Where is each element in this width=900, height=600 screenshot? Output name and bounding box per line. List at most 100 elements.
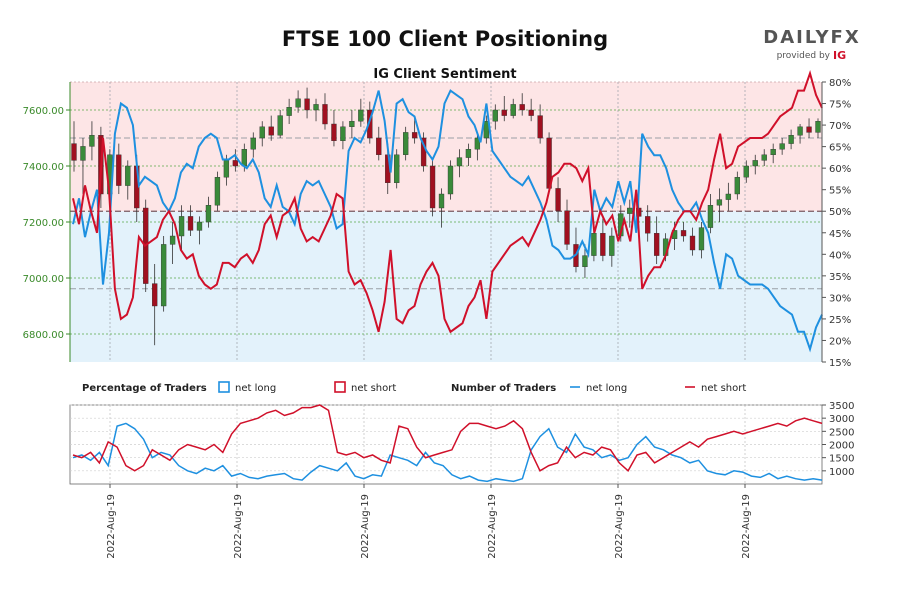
brand-ig: IG — [833, 49, 846, 62]
candle-body — [707, 204, 714, 228]
candle-body — [403, 132, 409, 155]
candle-body — [187, 216, 194, 231]
candle-body — [501, 109, 507, 116]
pct-tick-label: 15% — [829, 358, 851, 369]
candle-body — [698, 227, 705, 251]
price-tick-label: 6800.00 — [23, 330, 64, 341]
price-tick-label: 7200.00 — [23, 218, 64, 229]
legend-num-heading: Number of Traders — [451, 383, 556, 394]
candle-body — [295, 98, 301, 108]
candle-body — [815, 120, 821, 133]
pct-tick-label: 50% — [829, 207, 851, 218]
pct-tick-label: 35% — [829, 272, 851, 283]
x-tick-label: 2022-Aug-19 — [360, 494, 371, 559]
candle-body — [555, 188, 561, 211]
candle-body — [743, 165, 749, 178]
candle-body — [456, 157, 463, 167]
candle-body — [716, 199, 723, 206]
candle-body — [519, 104, 525, 111]
candle-body — [680, 230, 687, 237]
pct-tick-label: 30% — [829, 293, 851, 304]
traders-tick-label: 3000 — [829, 414, 854, 425]
price-tick-label: 7400.00 — [23, 162, 64, 173]
pct-net-long-line — [72, 89, 823, 353]
candle-body — [214, 176, 221, 206]
net-long-zone — [70, 211, 822, 362]
pct-tick-label: 80% — [829, 78, 851, 89]
candle-body — [331, 123, 337, 141]
candle-body — [438, 193, 445, 209]
candle-body — [349, 120, 355, 127]
brand-main: DAILYFX — [763, 27, 860, 48]
candle-body — [474, 137, 481, 150]
candle-body — [304, 98, 310, 111]
chart-subtitle: IG Client Sentiment — [373, 67, 516, 82]
candle-body — [313, 104, 319, 111]
candle-body — [725, 193, 732, 200]
candle-body — [358, 109, 364, 122]
candle-body — [277, 115, 283, 136]
x-tick-label: 2022-Aug-19 — [741, 494, 752, 559]
candle-body — [645, 216, 651, 234]
legend-pct-short: net short — [351, 383, 396, 394]
candle-body — [761, 154, 767, 161]
candle-body — [564, 210, 570, 245]
pct-tick-label: 65% — [829, 143, 851, 154]
price-tick-label: 7000.00 — [23, 274, 64, 285]
price-tick-label: 7600.00 — [23, 106, 64, 117]
candle-body — [71, 143, 77, 161]
candle-body — [241, 148, 247, 167]
legend-num-short: net short — [701, 383, 746, 394]
legend: Percentage of Traders net long net short… — [82, 381, 746, 394]
legend-pct-long: net long — [235, 383, 276, 394]
candle-body — [205, 204, 212, 223]
candle-body — [806, 126, 812, 133]
pct-tick-label: 60% — [829, 164, 851, 175]
candle-body — [376, 137, 382, 155]
traders-tick-label: 1000 — [829, 467, 854, 478]
x-tick-label: 2022-Aug-19 — [487, 494, 498, 559]
candle-body — [89, 134, 95, 147]
candle-body — [591, 232, 597, 256]
candle-body — [160, 244, 167, 307]
traders-tick-label: 1500 — [829, 454, 854, 465]
pct-tick-label: 20% — [829, 336, 851, 347]
candle-body — [178, 216, 185, 237]
net-short-zone — [70, 82, 822, 212]
traders-tick-label: 2000 — [829, 441, 854, 452]
candle-body — [152, 283, 158, 307]
candle-body — [429, 165, 436, 209]
candle-body — [734, 176, 740, 195]
candle-body — [125, 165, 131, 186]
candle-body — [537, 115, 543, 139]
candle-body — [80, 146, 86, 161]
candle-body — [627, 207, 633, 214]
pct-tick-label: 40% — [829, 250, 851, 261]
candle-body — [689, 235, 696, 251]
candle-body — [752, 160, 758, 167]
candle-body — [259, 126, 265, 139]
chart-title: FTSE 100 Client Positioning — [282, 27, 608, 51]
candle-body — [322, 104, 328, 125]
x-tick-label: 2022-Aug-19 — [233, 494, 244, 559]
candle-body — [223, 160, 230, 178]
traders-tick-label: 2500 — [829, 427, 854, 438]
pct-tick-label: 75% — [829, 100, 851, 111]
num-net-short-line — [72, 404, 823, 472]
candle-body — [797, 126, 803, 136]
traders-tick-label: 3500 — [829, 401, 854, 412]
legend-num-long: net long — [586, 383, 627, 394]
candle-body — [492, 109, 498, 122]
legend-pct-long-swatch — [218, 381, 230, 393]
candle-body — [286, 106, 292, 116]
candle-body — [779, 143, 785, 150]
price-sentiment-panel: 6800.00 7000.00 7200.00 7400.00 7600.00 15% 20… — [23, 70, 851, 369]
candle-body — [770, 148, 776, 155]
num-net-long-line — [72, 422, 823, 483]
candle-body — [582, 255, 588, 268]
pct-tick-label: 70% — [829, 121, 851, 132]
candle-body — [609, 235, 615, 256]
candle-body — [116, 154, 122, 186]
candle-body — [367, 109, 373, 139]
